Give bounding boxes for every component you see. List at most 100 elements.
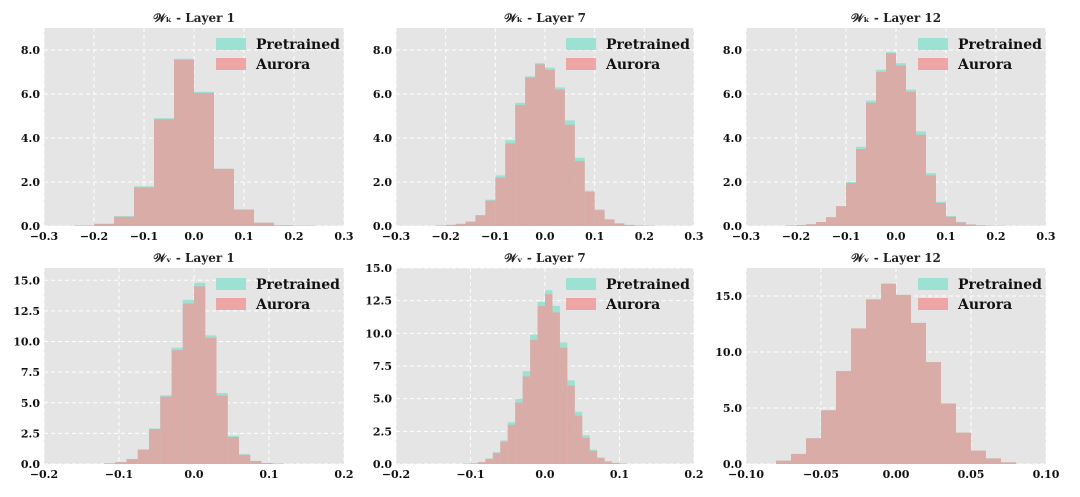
- y-tick-label: 4.0: [723, 132, 742, 145]
- y-tick-label: 10.0: [13, 336, 40, 349]
- aurora-bar: [624, 224, 635, 226]
- y-tick-label: 2.5: [373, 425, 392, 438]
- x-tick-label: −0.3: [732, 230, 760, 243]
- y-tick-label: 0.0: [21, 458, 40, 471]
- legend-label-aurora: Aurora: [957, 297, 1012, 313]
- aurora-bar: [564, 124, 575, 226]
- aurora-bar: [926, 175, 936, 226]
- legend-swatch-pretrained: [566, 38, 596, 50]
- aurora-bar: [465, 221, 476, 226]
- y-tick-label: 8.0: [21, 44, 40, 57]
- x-tick-label: 0.3: [334, 230, 353, 243]
- legend-label-aurora: Aurora: [605, 57, 660, 73]
- x-tick-label: 0.2: [334, 468, 353, 481]
- aurora-bar: [559, 347, 568, 464]
- aurora-bar: [846, 183, 856, 226]
- aurora-bar: [906, 91, 916, 226]
- aurora-bar: [507, 424, 516, 464]
- aurora-bar: [851, 328, 866, 464]
- aurora-bar: [612, 462, 620, 464]
- aurora-bar: [946, 216, 956, 226]
- x-tick-label: −0.2: [30, 468, 58, 481]
- y-tick-label: 2.5: [21, 427, 40, 440]
- legend: Pretrained Aurora: [918, 37, 1042, 73]
- aurora-bar: [160, 396, 172, 464]
- aurora-bar: [445, 224, 456, 226]
- aurora-bar: [154, 119, 174, 226]
- aurora-bar: [525, 77, 536, 226]
- legend: Pretrained Aurora: [918, 277, 1042, 313]
- aurora-bar: [530, 339, 538, 464]
- x-tick-label: −0.10: [728, 468, 764, 481]
- aurora-bar: [522, 376, 531, 464]
- x-tick-label: 0.05: [958, 468, 985, 481]
- legend: Pretrained Aurora: [216, 277, 340, 313]
- aurora-bar: [821, 410, 836, 464]
- aurora-bar: [594, 210, 605, 226]
- aurora-bar: [986, 458, 1001, 464]
- subplot-5: 𝒲ᵥ - Layer 7 −0.2 −0.1 0.0 0.1 0.2 0.0 2.5 5.0 7.…: [365, 251, 703, 481]
- subplot-6: 𝒲ᵥ - Layer 12 −0.10 −0.05 0.00 0.05 0.10 0.0 5.…: [715, 251, 1060, 481]
- aurora-bar: [126, 459, 138, 464]
- aurora-bar: [554, 89, 565, 226]
- x-tick-label: 0.2: [284, 230, 303, 243]
- y-tick-label: 6.0: [373, 88, 392, 101]
- y-tick-label: 12.5: [13, 305, 40, 318]
- x-tick-label: 0.1: [259, 468, 278, 481]
- x-tick-label: −0.2: [80, 230, 108, 243]
- aurora-bar: [274, 225, 294, 226]
- aurora-bar: [584, 191, 595, 226]
- x-tick-label: −0.1: [832, 230, 860, 243]
- aurora-bar: [604, 219, 615, 226]
- aurora-bar: [214, 168, 234, 226]
- aurora-bar: [589, 450, 598, 464]
- aurora-bar: [976, 225, 986, 226]
- subplot-title: 𝒲ₖ - Layer 1: [153, 11, 235, 25]
- y-tick-label: 5.0: [723, 402, 742, 415]
- legend-swatch-aurora: [216, 58, 246, 70]
- aurora-bar: [194, 286, 206, 464]
- y-tick-label: 0.0: [723, 220, 742, 233]
- aurora-bar: [956, 432, 971, 464]
- subplot-3: 𝒲ₖ - Layer 12 −0.3 −0.2 −0.1 0.0 0.1 0.2 0.3 0.0…: [723, 11, 1056, 243]
- aurora-bar: [227, 437, 239, 464]
- aurora-bar: [455, 223, 466, 226]
- aurora-bar: [94, 223, 114, 226]
- x-tick-label: −0.2: [782, 230, 810, 243]
- x-tick-label: 0.1: [610, 468, 629, 481]
- aurora-bar: [239, 454, 251, 464]
- aurora-bar: [941, 403, 956, 464]
- x-tick-label: 0.1: [234, 230, 253, 243]
- x-tick-label: 0.1: [936, 230, 955, 243]
- subplot-title: 𝒲ᵥ - Layer 12: [851, 251, 941, 265]
- y-tick-label: 15.0: [715, 290, 742, 303]
- y-tick-label: 6.0: [723, 88, 742, 101]
- y-tick-label: 0.0: [723, 458, 742, 471]
- x-tick-label: 0.0: [184, 468, 203, 481]
- legend-swatch-pretrained: [566, 278, 596, 290]
- aurora-bar: [876, 72, 886, 226]
- subplot-title: 𝒲ᵥ - Layer 7: [504, 251, 585, 265]
- y-tick-label: 2.0: [373, 176, 392, 189]
- x-tick-label: −0.1: [481, 230, 509, 243]
- aurora-bar: [254, 222, 274, 226]
- legend-swatch-aurora: [216, 298, 246, 310]
- x-tick-label: 0.1: [585, 230, 604, 243]
- legend-label-aurora: Aurora: [957, 57, 1012, 73]
- aurora-bar: [916, 134, 926, 226]
- aurora-bar: [582, 437, 590, 464]
- aurora-bar: [597, 458, 605, 464]
- subplot-title: 𝒲ₖ - Layer 12: [851, 11, 941, 25]
- aurora-bar: [856, 149, 866, 226]
- y-tick-label: 5.0: [373, 393, 392, 406]
- y-tick-label: 4.0: [21, 132, 40, 145]
- aurora-bar: [492, 452, 501, 464]
- legend-label-pretrained: Pretrained: [606, 37, 690, 53]
- aurora-bar: [966, 224, 976, 226]
- aurora-bar: [535, 64, 545, 226]
- x-tick-label: 0.2: [986, 230, 1005, 243]
- aurora-bar: [776, 460, 791, 464]
- aurora-bar: [604, 461, 613, 464]
- x-tick-label: −0.1: [130, 230, 158, 243]
- aurora-bar: [475, 215, 486, 226]
